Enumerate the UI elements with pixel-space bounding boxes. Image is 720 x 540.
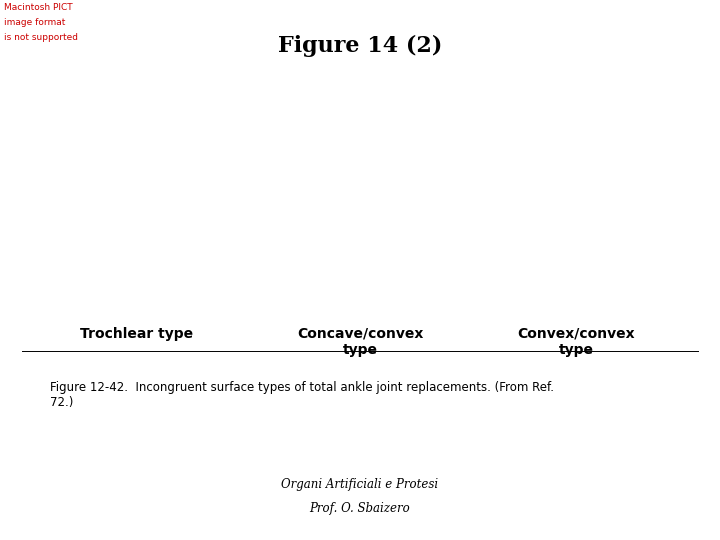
Text: Organi Artificiali e Protesi: Organi Artificiali e Protesi <box>282 478 438 491</box>
Text: Prof. O. Sbaizero: Prof. O. Sbaizero <box>310 502 410 515</box>
Text: Macintosh PICT: Macintosh PICT <box>4 3 72 12</box>
Text: is not supported: is not supported <box>4 33 78 42</box>
Text: image format: image format <box>4 18 65 27</box>
Text: Figure 12-42.  Incongruent surface types of total ankle joint replacements. (Fro: Figure 12-42. Incongruent surface types … <box>50 381 554 409</box>
Text: Figure 14 (2): Figure 14 (2) <box>278 35 442 57</box>
Text: Concave/convex
type: Concave/convex type <box>297 327 423 357</box>
Text: Convex/convex
type: Convex/convex type <box>517 327 635 357</box>
Text: Trochlear type: Trochlear type <box>80 327 194 341</box>
